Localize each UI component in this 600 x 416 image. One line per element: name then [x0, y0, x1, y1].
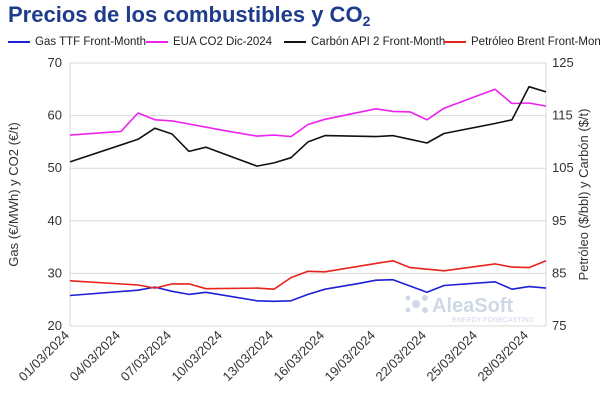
- legend-item-gas: Gas TTF Front-Month: [8, 36, 146, 48]
- y-axis-left-label: Gas (€/MWh) y CO2 (€/t): [6, 122, 21, 266]
- x-tick-07-03-2024: 07/03/2024: [117, 328, 174, 385]
- chart-title-main: Precios de los combustibles y CO: [8, 2, 363, 27]
- chart-title: Precios de los combustibles y CO2: [8, 2, 370, 29]
- series-line-brent: [69, 259, 547, 291]
- y-right-tick-85: 85: [552, 265, 566, 280]
- series-line-gas: [69, 278, 547, 303]
- watermark-brand: AleaSoft: [432, 295, 513, 317]
- series-line-co2: [69, 88, 547, 138]
- y-left-tick-60: 60: [48, 108, 62, 123]
- x-tick-10-03-2024: 10/03/2024: [168, 328, 225, 385]
- aleasoft-logo-icon: [405, 295, 428, 313]
- x-tick-25-03-2024: 25/03/2024: [423, 328, 480, 385]
- legend-label-gas: Gas TTF Front-Month: [35, 36, 146, 48]
- x-tick-04-03-2024: 04/03/2024: [66, 328, 123, 385]
- legend-label-co2: EUA CO2 Dic-2024: [173, 36, 273, 48]
- legend-label-coal: Carbón API 2 Front-Month: [311, 36, 446, 48]
- y-right-tick-105: 105: [552, 160, 574, 175]
- legend-swatch-gas: [8, 41, 30, 43]
- y-axis-right-label: Petróleo ($/bbl) y Carbón ($/t): [576, 109, 591, 281]
- legend-swatch-coal: [284, 41, 306, 43]
- x-tick-22-03-2024: 22/03/2024: [372, 328, 429, 385]
- chart-legend: Gas TTF Front-Month EUA CO2 Dic-2024 Car…: [8, 36, 600, 52]
- legend-item-co2: EUA CO2 Dic-2024: [146, 36, 272, 48]
- y-axis-left-ticks: 20 30 40 50 60 70: [48, 55, 62, 333]
- chart-title-subscript: 2: [362, 13, 371, 29]
- legend-swatch-co2: [146, 41, 168, 43]
- x-tick-19-03-2024: 19/03/2024: [321, 328, 378, 385]
- y-axis-right-ticks: 75 85 95 105 115 125: [552, 55, 574, 333]
- x-tick-13-03-2024: 13/03/2024: [219, 328, 276, 385]
- watermark-tagline: ENERGY FORECASTING: [452, 317, 534, 324]
- y-right-tick-115: 115: [552, 108, 573, 123]
- series-lines: [69, 85, 547, 303]
- legend-item-coal: Carbón API 2 Front-Month: [284, 36, 445, 48]
- y-right-tick-125: 125: [552, 55, 574, 70]
- y-left-tick-70: 70: [48, 55, 62, 70]
- y-left-tick-30: 30: [48, 265, 62, 280]
- y-right-tick-75: 75: [552, 318, 566, 333]
- x-tick-16-03-2024: 16/03/2024: [270, 328, 327, 385]
- aleasoft-watermark: AleaSoft ENERGY FORECASTING: [405, 295, 534, 324]
- legend-item-brent: Petróleo Brent Front-Month: [444, 36, 600, 48]
- y-right-tick-95: 95: [552, 213, 566, 228]
- x-tick-01-03-2024: 01/03/2024: [15, 328, 72, 385]
- legend-swatch-brent: [444, 41, 466, 43]
- y-left-tick-50: 50: [48, 160, 62, 175]
- grid-lines: [69, 62, 547, 327]
- x-axis-ticks: 01/03/202404/03/202407/03/202410/03/2024…: [15, 328, 531, 385]
- series-line-coal: [69, 85, 547, 167]
- y-left-tick-40: 40: [48, 213, 62, 228]
- y-left-tick-20: 20: [48, 318, 62, 333]
- legend-label-brent: Petróleo Brent Front-Month: [471, 36, 600, 48]
- x-tick-28-03-2024: 28/03/2024: [474, 328, 531, 385]
